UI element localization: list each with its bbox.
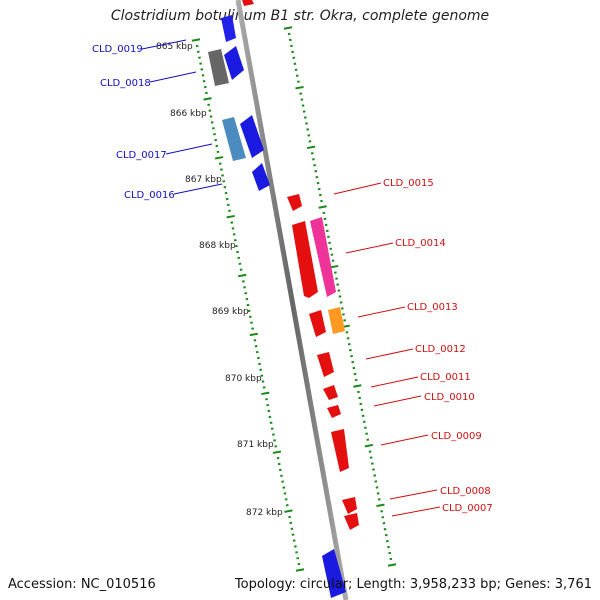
gene-label-CLD_0008[interactable]: CLD_0008: [440, 486, 491, 497]
gene-feature[interactable]: [287, 194, 302, 211]
gene-feature[interactable]: [242, 0, 254, 6]
gene-feature[interactable]: [292, 221, 318, 298]
ruler-major-tick: [214, 156, 224, 160]
gene-feature[interactable]: [317, 352, 334, 377]
gene-label-CLD_0019[interactable]: CLD_0019: [92, 44, 143, 55]
ruler-labels: 865 kbp 866 kbp 867 kbp 868 kbp 869 kbp …: [156, 42, 283, 518]
ruler-major-tick: [376, 503, 385, 508]
ruler-major-tick: [226, 214, 235, 219]
ruler-major-tick: [203, 97, 212, 101]
gene-feature[interactable]: [222, 117, 246, 161]
gene-label-CLD_0009[interactable]: CLD_0009: [431, 431, 482, 442]
gene-feature[interactable]: [328, 307, 345, 334]
ruler-major-tick: [283, 26, 293, 30]
ruler-label-868: 868 kbp: [199, 241, 236, 251]
gene-feature[interactable]: [344, 513, 359, 530]
gene-label-CLD_0016[interactable]: CLD_0016: [124, 190, 175, 201]
ruler-major-tick: [272, 450, 282, 454]
map-title: Clostridium botulinum B1 str. Okra, comp…: [110, 8, 490, 24]
gene-feature[interactable]: [331, 429, 349, 472]
ruler-major-tick: [353, 384, 362, 388]
ruler-label-865: 865 kbp: [156, 42, 193, 52]
gene-label-CLD_0013[interactable]: CLD_0013: [407, 302, 458, 313]
gene-label-CLD_0007[interactable]: CLD_0007: [442, 503, 493, 514]
ruler-label-870: 870 kbp: [225, 374, 262, 384]
gene-feature[interactable]: [224, 46, 244, 80]
ruler-label-872: 872 kbp: [246, 508, 283, 518]
gene-label-CLD_0011[interactable]: CLD_0011: [420, 372, 471, 383]
gene-feature[interactable]: [323, 385, 338, 400]
genome-stats-text: Topology: circular; Length: 3,958,233 bp…: [234, 577, 592, 592]
forward-gene-labels: CLD_0015 CLD_0014 CLD_0013 CLD_0012 CLD_…: [333, 178, 493, 517]
gene-label-CLD_0010[interactable]: CLD_0010: [424, 392, 475, 403]
forward-strand-features: [242, 0, 359, 530]
ruler-ticks-left: [191, 38, 305, 572]
ruler-major-tick: [284, 509, 293, 513]
accession-text: Accession: NC_010516: [8, 577, 156, 592]
gene-feature[interactable]: [322, 549, 346, 598]
ruler-major-tick: [295, 568, 305, 572]
ruler-major-tick: [306, 145, 316, 150]
gene-label-CLD_0014[interactable]: CLD_0014: [395, 238, 446, 249]
ruler-label-867: 867 kbp: [185, 175, 222, 185]
label-leader: [149, 71, 197, 83]
label-leader: [333, 182, 382, 195]
gene-label-CLD_0012[interactable]: CLD_0012: [415, 344, 466, 355]
ruler-major-tick: [295, 85, 304, 90]
label-leader: [373, 395, 422, 407]
label-leader: [357, 306, 406, 318]
ruler-label-866: 866 kbp: [170, 109, 207, 119]
ruler-ticks-right: [283, 26, 397, 567]
reverse-strand-features: [208, 15, 346, 598]
reverse-gene-labels: CLD_0019 CLD_0018 CLD_0017 CLD_0016: [92, 39, 223, 201]
label-leader: [391, 506, 441, 517]
ruler-major-tick: [318, 205, 327, 209]
gene-label-CLD_0017[interactable]: CLD_0017: [116, 150, 167, 161]
label-leader: [165, 143, 213, 155]
gene-feature[interactable]: [252, 163, 270, 191]
label-leader: [141, 39, 187, 50]
gene-feature[interactable]: [221, 15, 236, 42]
gene-feature[interactable]: [240, 115, 264, 158]
ruler-major-tick: [249, 332, 258, 337]
gene-feature[interactable]: [309, 310, 326, 337]
ruler-major-tick: [364, 443, 374, 448]
ruler-major-tick: [330, 264, 339, 269]
gene-label-CLD_0015[interactable]: CLD_0015: [383, 178, 434, 189]
gene-feature[interactable]: [342, 497, 357, 514]
gene-feature[interactable]: [310, 217, 336, 297]
label-leader: [380, 434, 429, 446]
label-leader: [173, 183, 223, 195]
label-leader: [365, 348, 414, 360]
ruler-label-869: 869 kbp: [212, 307, 249, 317]
label-leader: [345, 242, 394, 254]
ruler-major-tick: [387, 563, 397, 567]
gene-feature[interactable]: [327, 405, 341, 418]
ruler-label-871: 871 kbp: [237, 440, 274, 450]
ruler-major-tick: [261, 391, 270, 396]
ruler-major-tick: [191, 38, 201, 42]
gene-feature[interactable]: [208, 49, 229, 86]
label-leader: [370, 376, 419, 388]
genome-backbone: [235, 0, 349, 600]
ruler-major-tick: [238, 273, 247, 278]
label-leader: [389, 489, 438, 500]
gene-label-CLD_0018[interactable]: CLD_0018: [100, 78, 151, 89]
